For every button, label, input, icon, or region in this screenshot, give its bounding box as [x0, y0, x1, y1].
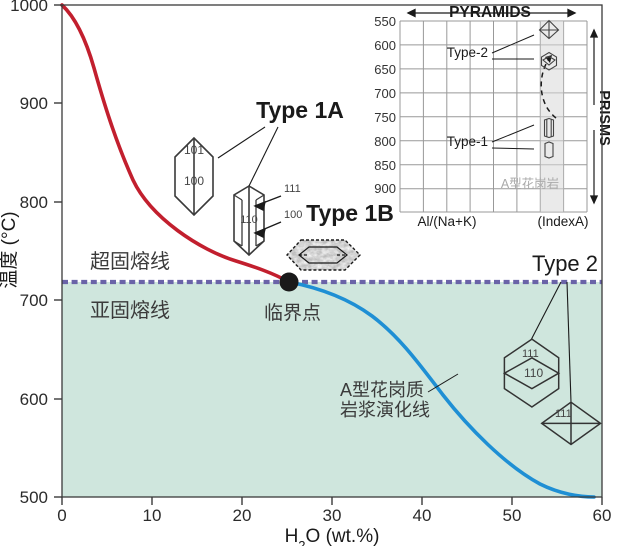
svg-text:800: 800: [374, 134, 396, 149]
svg-text:110: 110: [240, 214, 258, 226]
svg-text:800: 800: [20, 193, 48, 212]
svg-text:600: 600: [20, 390, 48, 409]
svg-text:PYRAMIDS: PYRAMIDS: [449, 4, 531, 21]
svg-text:111: 111: [522, 348, 539, 360]
svg-text:101: 101: [184, 143, 204, 157]
svg-text:700: 700: [374, 86, 396, 101]
svg-text:A型花岗岩: A型花岗岩: [501, 176, 559, 191]
svg-text:Type 1B: Type 1B: [306, 200, 394, 226]
svg-text:850: 850: [374, 158, 396, 173]
svg-text:PRISMS: PRISMS: [596, 90, 612, 146]
svg-text:30: 30: [323, 506, 342, 525]
svg-text:100: 100: [284, 209, 302, 221]
svg-text:900: 900: [20, 94, 48, 113]
svg-text:700: 700: [20, 291, 48, 310]
svg-text:A型花岗质: A型花岗质: [340, 380, 424, 400]
svg-text:临界点: 临界点: [264, 302, 321, 324]
svg-text:550: 550: [374, 14, 396, 29]
svg-text:111: 111: [284, 183, 301, 195]
svg-text:0: 0: [57, 506, 66, 525]
svg-text:Al/(Na+K): Al/(Na+K): [418, 214, 477, 229]
svg-text:600: 600: [374, 38, 396, 53]
svg-text:100: 100: [184, 174, 204, 188]
svg-text:H2O (wt.%): H2O (wt.%): [285, 526, 380, 546]
svg-text:超固熔线: 超固熔线: [90, 250, 170, 273]
svg-text:Type-1: Type-1: [447, 134, 488, 149]
svg-text:110: 110: [524, 366, 543, 380]
svg-text:50: 50: [503, 506, 522, 525]
svg-text:500: 500: [20, 488, 48, 507]
svg-text:650: 650: [374, 62, 396, 77]
svg-text:111: 111: [555, 408, 572, 420]
svg-text:温度 (°C): 温度 (°C): [0, 211, 20, 288]
svg-text:10: 10: [143, 506, 162, 525]
svg-text:(IndexA): (IndexA): [537, 214, 588, 229]
svg-text:750: 750: [374, 110, 396, 125]
svg-text:Type 2: Type 2: [532, 251, 598, 276]
svg-text:20: 20: [233, 506, 252, 525]
svg-text:40: 40: [413, 506, 432, 525]
svg-text:900: 900: [374, 181, 396, 196]
svg-text:60: 60: [593, 506, 612, 525]
svg-text:Type 1A: Type 1A: [256, 97, 344, 123]
svg-text:1000: 1000: [10, 0, 48, 15]
svg-text:岩浆演化线: 岩浆演化线: [340, 400, 430, 420]
svg-text:亚固熔线: 亚固熔线: [90, 299, 170, 322]
svg-text:Type-2: Type-2: [447, 45, 488, 60]
